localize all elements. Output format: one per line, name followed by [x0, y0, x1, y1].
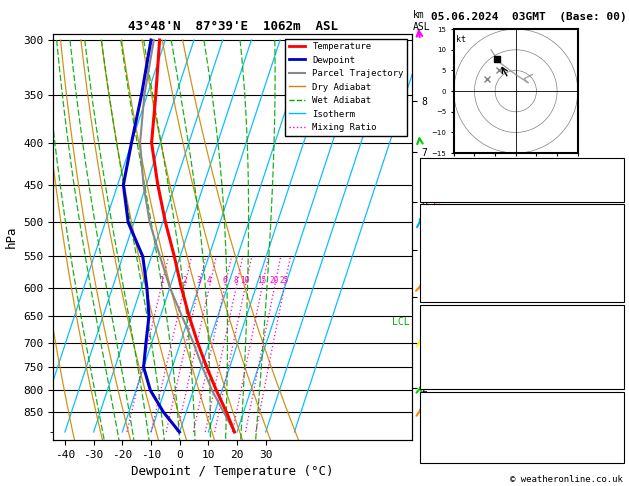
- Y-axis label: Mixing Ratio (g/kg): Mixing Ratio (g/kg): [431, 181, 442, 293]
- Text: -0.1: -0.1: [594, 233, 619, 243]
- Text: 899: 899: [600, 320, 619, 330]
- Text: kt: kt: [456, 35, 466, 44]
- Text: © weatheronline.co.uk: © weatheronline.co.uk: [510, 474, 623, 484]
- Text: K: K: [425, 160, 431, 170]
- X-axis label: Dewpoint / Temperature (°C): Dewpoint / Temperature (°C): [131, 465, 334, 478]
- Text: Pressure (mb): Pressure (mb): [425, 320, 506, 330]
- Legend: Temperature, Dewpoint, Parcel Trajectory, Dry Adiabat, Wet Adiabat, Isotherm, Mi: Temperature, Dewpoint, Parcel Trajectory…: [286, 38, 408, 136]
- Text: θₑ (K): θₑ (K): [425, 334, 462, 344]
- Text: Surface: Surface: [500, 206, 543, 216]
- Text: Most Unstable: Most Unstable: [481, 307, 562, 317]
- Text: 45: 45: [606, 174, 619, 184]
- Text: Totals Totals: Totals Totals: [425, 174, 506, 184]
- Text: CAPE (J): CAPE (J): [425, 274, 474, 284]
- Text: 314: 314: [600, 334, 619, 344]
- Text: LCL: LCL: [391, 316, 409, 327]
- Text: 0: 0: [613, 361, 619, 371]
- Text: CAPE (J): CAPE (J): [425, 361, 474, 371]
- Text: 19.1: 19.1: [594, 220, 619, 230]
- Text: 3: 3: [613, 347, 619, 358]
- Text: km
ASL: km ASL: [413, 10, 431, 32]
- Text: 9: 9: [613, 448, 619, 458]
- Text: CIN (J): CIN (J): [425, 288, 469, 298]
- Text: StmSpd (kt): StmSpd (kt): [425, 448, 493, 458]
- Text: 314: 314: [600, 247, 619, 257]
- Text: 3: 3: [196, 276, 201, 285]
- Text: 8: 8: [234, 276, 238, 285]
- Text: -13: -13: [600, 407, 619, 417]
- Text: θₑ(K): θₑ(K): [425, 247, 456, 257]
- Text: 3: 3: [613, 260, 619, 271]
- Text: Lifted Index: Lifted Index: [425, 347, 499, 358]
- Text: CIN (J): CIN (J): [425, 375, 469, 385]
- Text: -2: -2: [606, 421, 619, 431]
- Text: 0.83: 0.83: [594, 187, 619, 197]
- Text: 10: 10: [240, 276, 250, 285]
- Text: 0: 0: [613, 274, 619, 284]
- Text: StmDir: StmDir: [425, 434, 462, 445]
- Text: 05.06.2024  03GMT  (Base: 00): 05.06.2024 03GMT (Base: 00): [431, 12, 626, 22]
- Text: 6: 6: [223, 276, 227, 285]
- Text: Temp (°C): Temp (°C): [425, 220, 481, 230]
- Title: 43°48'N  87°39'E  1062m  ASL: 43°48'N 87°39'E 1062m ASL: [128, 20, 338, 33]
- Text: 2: 2: [182, 276, 187, 285]
- Text: 4: 4: [207, 276, 211, 285]
- Text: 15: 15: [257, 276, 267, 285]
- Text: EH: EH: [425, 407, 437, 417]
- Text: 20: 20: [270, 276, 279, 285]
- Text: SREH: SREH: [425, 421, 450, 431]
- Y-axis label: hPa: hPa: [5, 226, 18, 248]
- Text: Dewp (°C): Dewp (°C): [425, 233, 481, 243]
- Text: 0: 0: [613, 375, 619, 385]
- Text: Lifted Index: Lifted Index: [425, 260, 499, 271]
- Text: 25: 25: [280, 276, 289, 285]
- Text: 1: 1: [159, 276, 164, 285]
- Text: 330°: 330°: [594, 434, 619, 445]
- Text: PW (cm): PW (cm): [425, 187, 469, 197]
- Text: Hodograph: Hodograph: [494, 394, 550, 404]
- Text: 13: 13: [606, 160, 619, 170]
- Text: 0: 0: [613, 288, 619, 298]
